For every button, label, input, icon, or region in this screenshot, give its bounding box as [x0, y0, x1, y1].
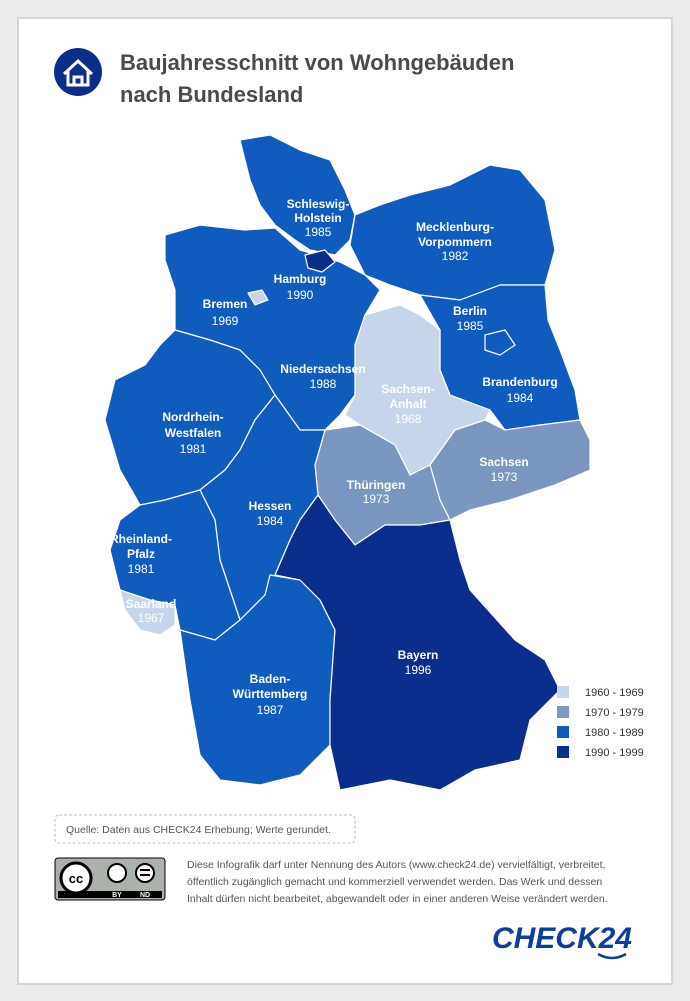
- nd-icon-bar: [140, 869, 150, 871]
- region: [239, 134, 356, 256]
- badge-label: BY: [112, 892, 122, 899]
- legend-label: 1960 - 1969: [585, 687, 644, 699]
- legend: 1960 - 1969 1970 - 1979 1980 - 1989 1990…: [557, 686, 644, 759]
- region: [484, 329, 516, 356]
- region-name: Westfalen: [165, 426, 221, 440]
- legend-swatch: [557, 686, 569, 698]
- cc-logo: [59, 861, 93, 895]
- house-icon: [54, 48, 102, 96]
- region-name: Vorpommern: [418, 235, 492, 249]
- region-year: 1988: [310, 377, 337, 391]
- region-year: 1967: [138, 611, 165, 625]
- legend-label: 1990 - 1999: [585, 747, 644, 759]
- logo: CHECK24: [492, 922, 632, 955]
- region-name: Anhalt: [389, 397, 426, 411]
- region-name: Bremen: [203, 297, 248, 311]
- region-year: 1985: [457, 319, 484, 333]
- nd-icon-bar: [140, 874, 150, 876]
- legend-label: 1980 - 1989: [585, 727, 644, 739]
- region-name: Niedersachsen: [280, 362, 365, 376]
- cc-badge-bar: [58, 891, 162, 898]
- region-name: Hessen: [249, 499, 292, 513]
- region-year: 1969: [212, 314, 239, 328]
- region-year: 1987: [257, 703, 284, 717]
- region-year: 1985: [305, 225, 332, 239]
- legend-swatch: [557, 746, 569, 758]
- region-year: 1990: [287, 288, 314, 302]
- nd-icon: [135, 863, 155, 883]
- region-year: 1968: [395, 412, 422, 426]
- region: [304, 249, 336, 273]
- house-icon-glyph: [62, 58, 94, 87]
- region-name: Berlin: [453, 304, 487, 318]
- region-name: Nordrhein-: [162, 410, 223, 424]
- legend-label: 1970 - 1979: [585, 707, 644, 719]
- region-year: 1996: [405, 663, 432, 677]
- map: [104, 134, 591, 791]
- badge-label: ND: [140, 892, 150, 899]
- region-name: Pfalz: [127, 547, 155, 561]
- region-name: Sachsen: [479, 455, 528, 469]
- region-year: 1982: [442, 249, 469, 263]
- region-name: Schleswig-: [287, 197, 350, 211]
- region-year: 1984: [257, 514, 284, 528]
- logo-swoosh: [597, 952, 627, 960]
- region-name: Baden-: [250, 672, 291, 686]
- title-line: nach Bundesland: [120, 82, 303, 107]
- by-icon: [107, 863, 127, 883]
- region: [119, 589, 176, 636]
- region-year: 1973: [363, 492, 390, 506]
- region-labels: Schleswig- Holstein 1985 Mecklenburg- Vo…: [110, 197, 558, 717]
- region: [274, 494, 561, 791]
- region: [349, 164, 556, 301]
- region-name: Holstein: [294, 211, 341, 225]
- title-line: Baujahresschnitt von Wohngebäuden: [120, 50, 514, 75]
- region-name: Württemberg: [233, 687, 308, 701]
- region-name: Bayern: [398, 648, 439, 662]
- legend-swatch: [557, 706, 569, 718]
- license-text: Diese Infografik darf unter Nennung des …: [187, 859, 605, 871]
- cc-logo-text: cc: [69, 871, 83, 886]
- region-year: 1973: [491, 470, 518, 484]
- region-name: Thüringen: [347, 478, 406, 492]
- license-text: öffentlich zugänglich gemacht und kommer…: [187, 876, 602, 888]
- region-name: Mecklenburg-: [416, 220, 494, 234]
- source-note: Quelle: Daten aus CHECK24 Erhebung; Wert…: [66, 824, 331, 836]
- region-year: 1981: [180, 442, 207, 456]
- region-year: 1984: [507, 391, 534, 405]
- source-box: [54, 814, 356, 844]
- region-name: Rheinland-: [110, 532, 172, 546]
- region: [247, 289, 269, 306]
- region-name: Saarland: [126, 597, 177, 611]
- license-text: Inhalt dürfen nicht bearbeitet, abgewand…: [187, 893, 608, 905]
- cc-badge: cc BY ND: [54, 857, 166, 901]
- region-name: Sachsen-: [381, 382, 434, 396]
- region-name: Brandenburg: [482, 375, 557, 389]
- region-name: Hamburg: [274, 272, 327, 286]
- legend-swatch: [557, 726, 569, 738]
- region-year: 1981: [128, 562, 155, 576]
